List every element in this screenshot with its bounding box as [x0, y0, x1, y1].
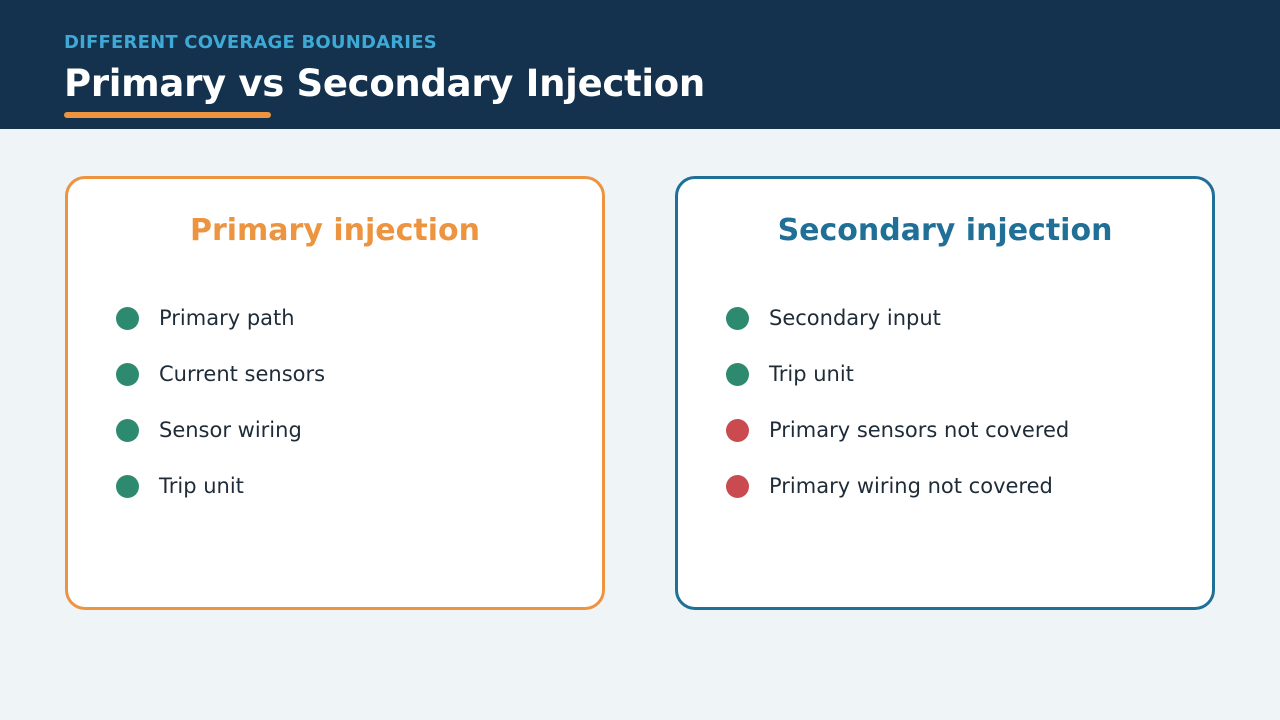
status-dot-icon — [726, 474, 749, 498]
list-item-label: Current sensors — [159, 362, 326, 386]
slide-header: DIFFERENT COVERAGE BOUNDARIES Primary vs… — [0, 0, 1280, 129]
secondary-injection-card: Secondary injection Secondary input Trip… — [675, 176, 1215, 610]
primary-injection-card: Primary injection Primary path Current s… — [65, 176, 605, 610]
list-item: Secondary input — [726, 303, 941, 333]
slide-title: Primary vs Secondary Injection — [64, 62, 705, 105]
status-dot-icon — [116, 474, 139, 498]
status-dot-icon — [726, 362, 749, 386]
list-item-label: Trip unit — [769, 362, 854, 386]
card-title: Secondary injection — [777, 213, 1113, 248]
list-item: Current sensors — [116, 359, 325, 389]
status-dot-icon — [116, 418, 139, 442]
list-item-label: Trip unit — [159, 474, 244, 498]
list-item: Primary wiring not covered — [726, 471, 1053, 501]
list-item: Trip unit — [116, 471, 244, 501]
list-item-label: Primary path — [159, 306, 295, 330]
status-dot-icon — [726, 306, 749, 330]
list-item: Trip unit — [726, 359, 854, 389]
list-item: Primary sensors not covered — [726, 415, 1069, 445]
title-underline — [64, 112, 271, 118]
eyebrow-label: DIFFERENT COVERAGE BOUNDARIES — [64, 32, 437, 53]
list-item-label: Secondary input — [769, 306, 941, 330]
card-title: Primary injection — [189, 213, 480, 248]
status-dot-icon — [116, 362, 139, 386]
list-item-label: Primary sensors not covered — [769, 418, 1070, 442]
list-item: Sensor wiring — [116, 415, 302, 445]
status-dot-icon — [726, 418, 749, 442]
list-item-label: Sensor wiring — [159, 418, 302, 442]
status-dot-icon — [116, 306, 139, 330]
list-item-label: Primary wiring not covered — [769, 474, 1053, 498]
list-item: Primary path — [116, 303, 295, 333]
